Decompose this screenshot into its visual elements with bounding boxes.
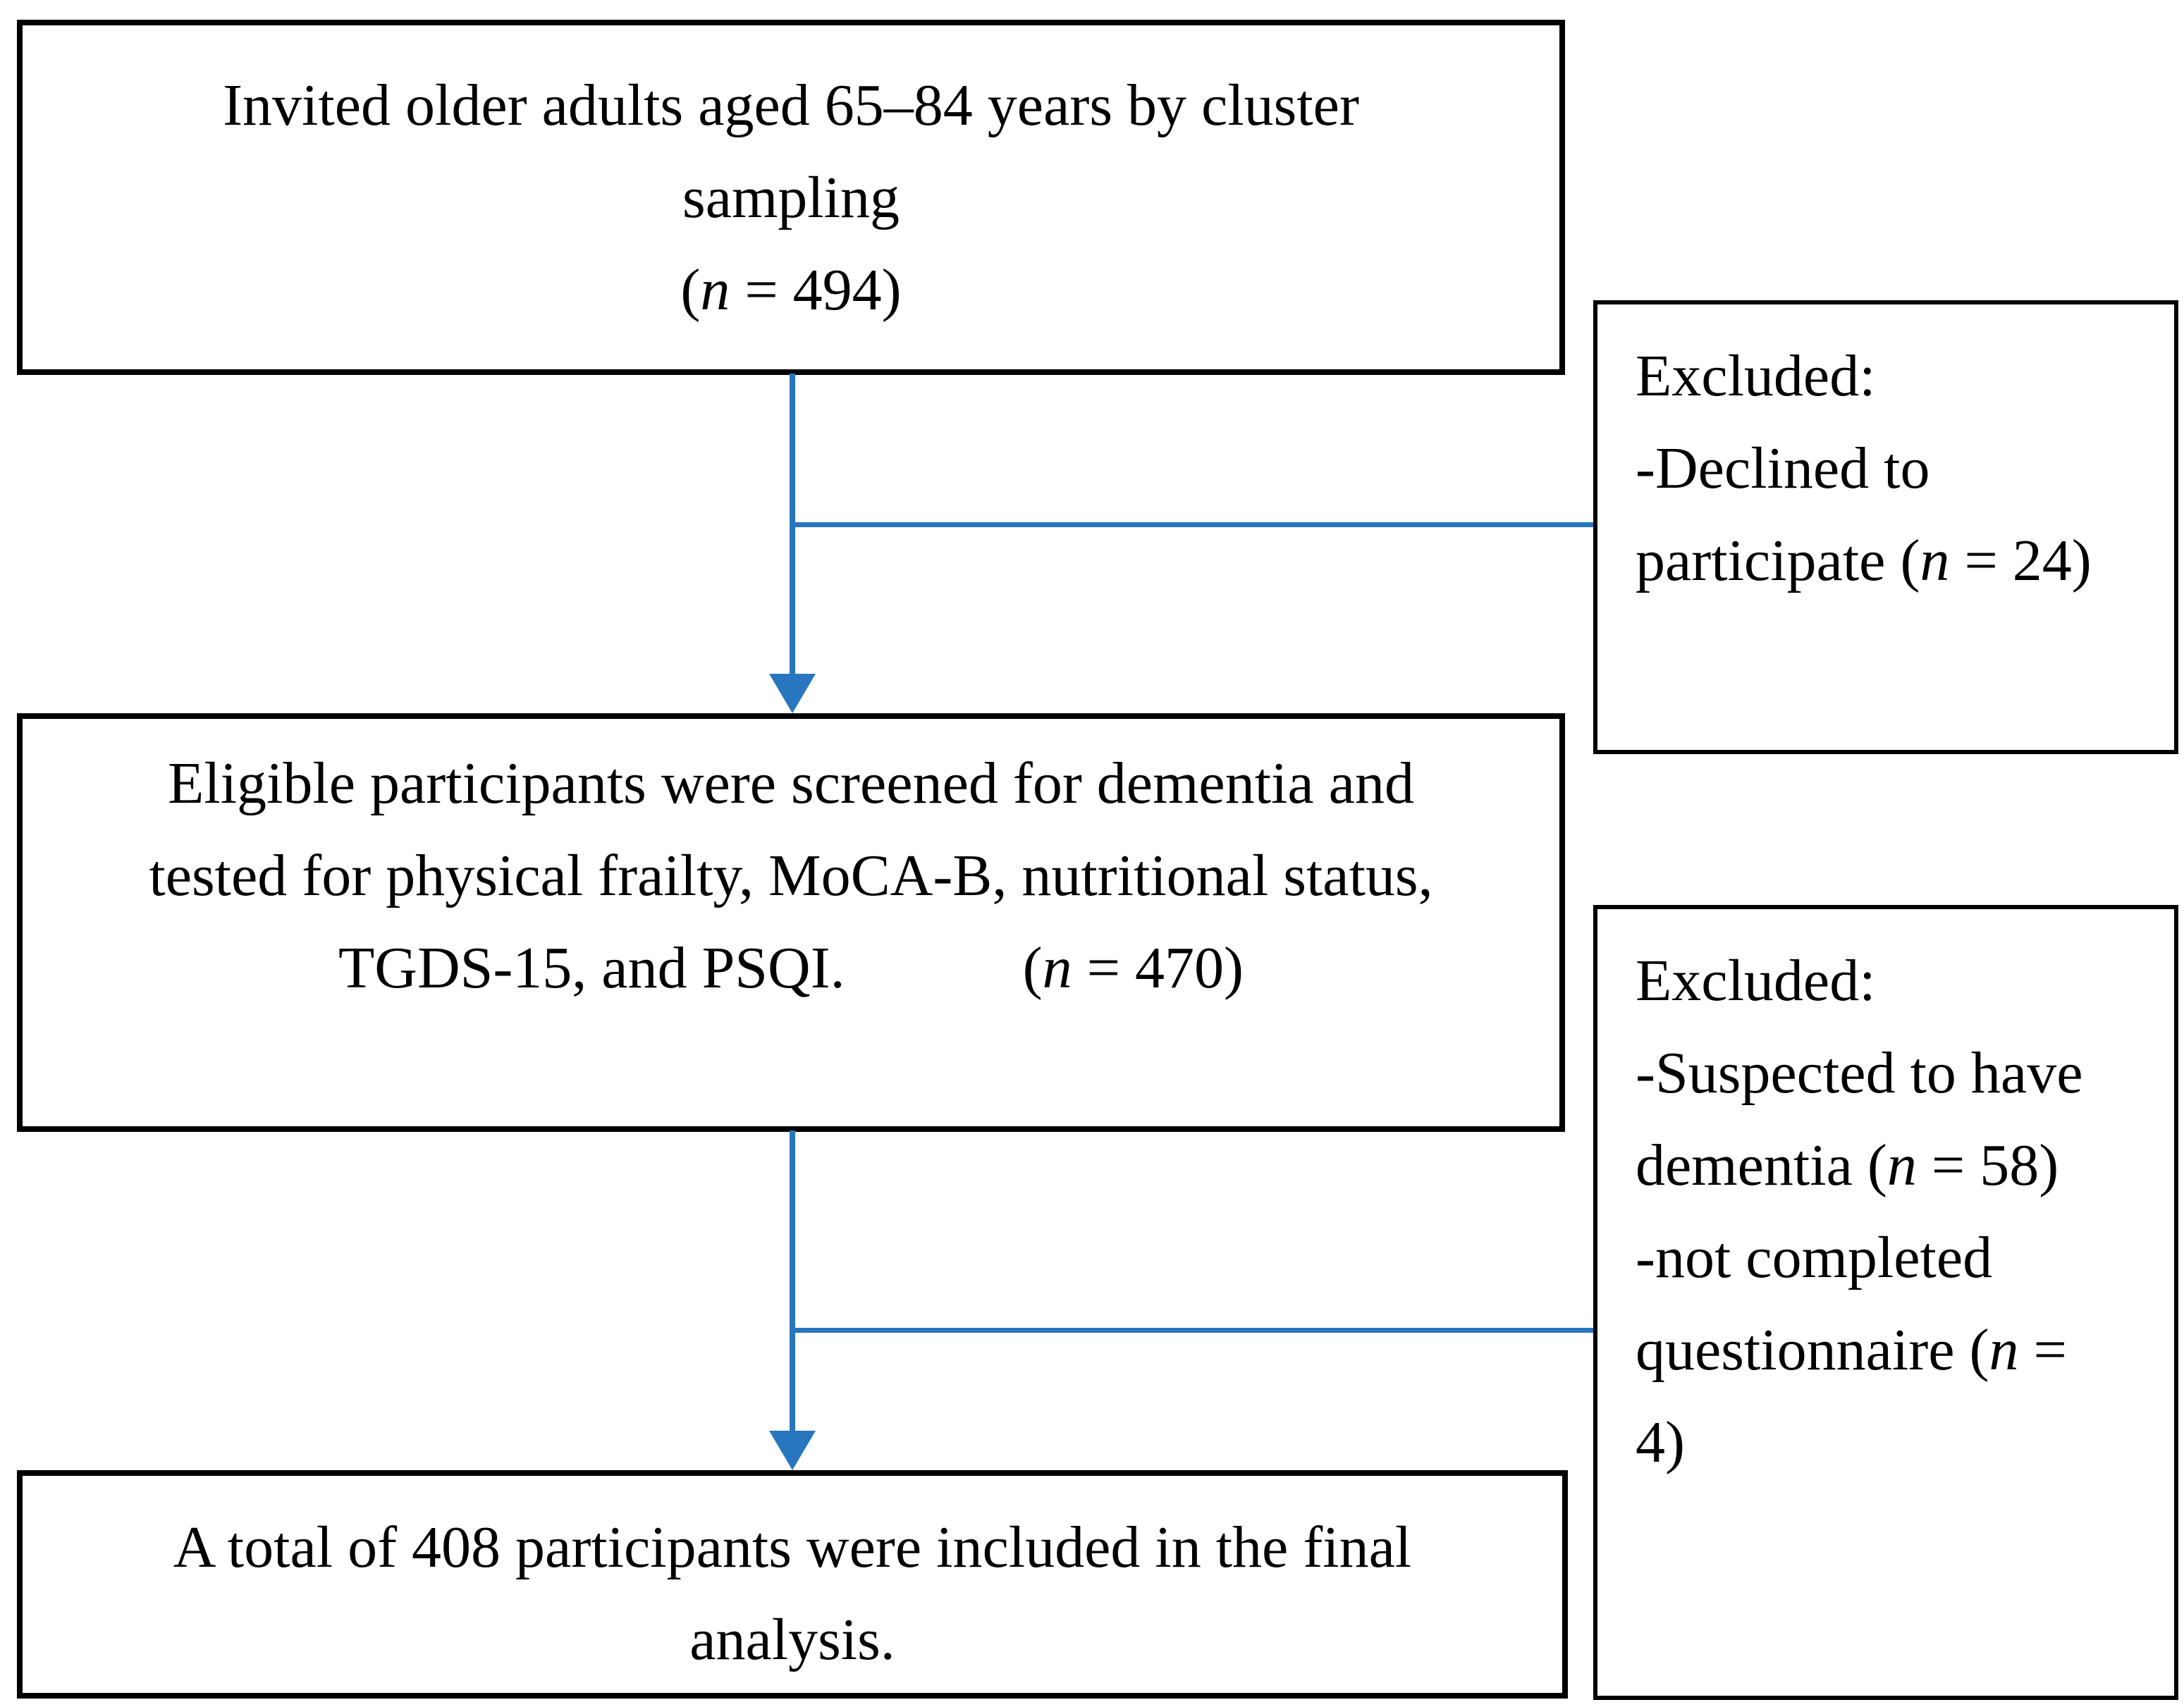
arrowhead-down-icon — [769, 1431, 816, 1470]
text-line: tested for physical frailty, MoCA-B, nut… — [149, 843, 1433, 908]
text-line: Excluded: — [1636, 948, 1876, 1013]
text-line: TGDS-15, and PSQI. (n = 470) — [338, 935, 1244, 1001]
arrow-eligible-to-final-line — [790, 1130, 795, 1434]
text-line: questionnaire (n = — [1636, 1317, 2067, 1383]
text-line: -Declined to — [1636, 436, 1930, 501]
text-line: Invited older adults aged 65–84 years by… — [223, 72, 1359, 138]
text-line: 4) — [1636, 1410, 1685, 1475]
box-invited-population: Invited older adults aged 65–84 years by… — [17, 20, 1565, 375]
box-final-analysis: A total of 408 participants were include… — [17, 1470, 1568, 1699]
text-line: -not completed — [1636, 1225, 1993, 1290]
arrowhead-down-icon — [769, 674, 816, 713]
box-excluded-declined: Excluded: -Declined to participate (n = 24… — [1593, 300, 2178, 754]
connector-to-excluded-declined — [795, 522, 1593, 527]
text-line: Eligible participants were screened for … — [168, 751, 1414, 816]
connector-to-excluded-dementia — [795, 1328, 1593, 1333]
box-excluded-dementia-questionnaire: Excluded: -Suspected to have dementia (n =… — [1593, 905, 2178, 1700]
text-line: analysis. — [689, 1607, 895, 1672]
text-line: Excluded: — [1636, 343, 1876, 409]
arrow-invited-to-eligible-line — [790, 374, 795, 677]
box-eligible-screened: Eligible participants were screened for … — [17, 713, 1565, 1132]
text-line: dementia (n = 58) — [1636, 1133, 2059, 1198]
text-line: -Suspected to have — [1636, 1040, 2083, 1106]
text-line: sampling — [682, 164, 900, 230]
text-line: (n = 494) — [680, 257, 902, 323]
text-line: participate (n = 24) — [1636, 528, 2092, 593]
text-line: A total of 408 participants were include… — [173, 1515, 1412, 1580]
